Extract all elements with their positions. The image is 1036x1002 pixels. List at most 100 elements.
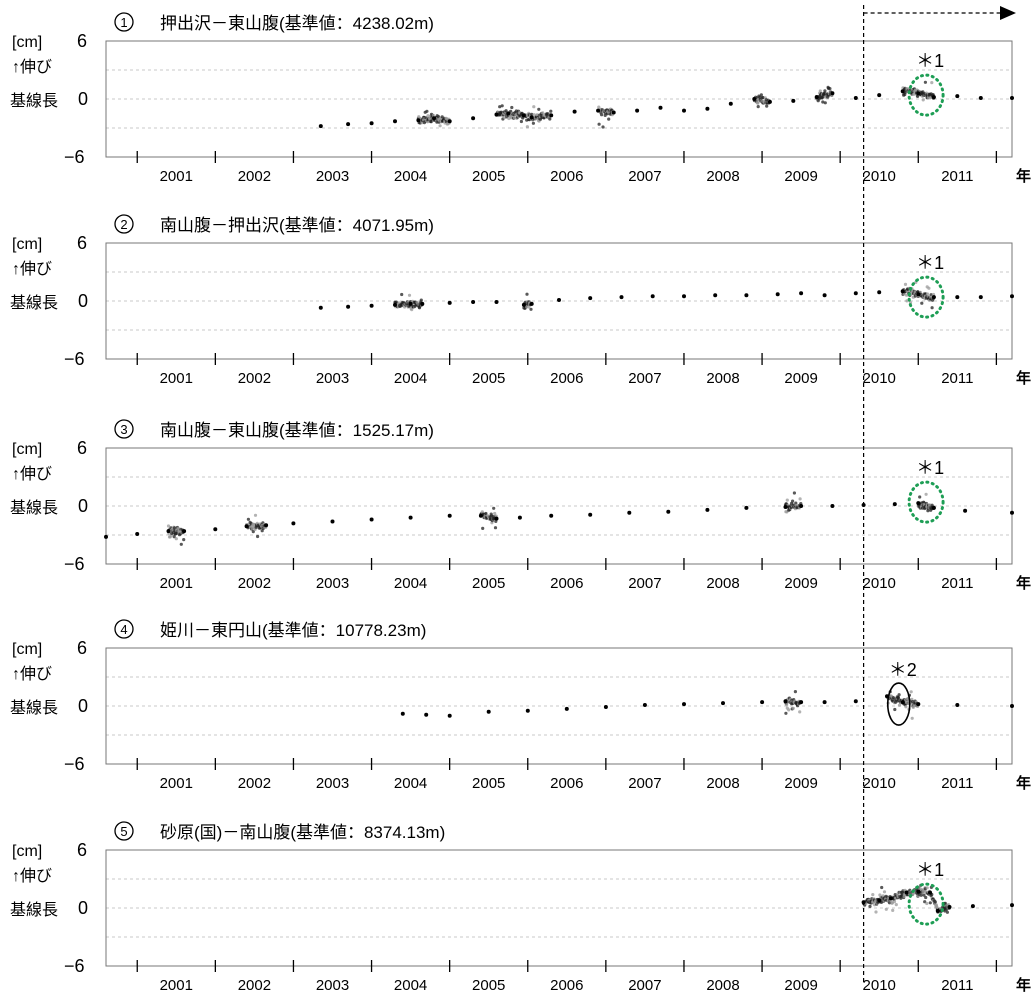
data-point <box>530 112 534 116</box>
x-unit-label: 年 <box>1016 167 1031 185</box>
x-tick-label: 2004 <box>394 977 427 994</box>
data-point <box>955 703 960 707</box>
data-point <box>785 703 789 707</box>
ylabel-baseline: 基線長 <box>10 499 58 517</box>
x-tick-label: 2003 <box>316 575 349 592</box>
data-point <box>393 119 397 124</box>
series-points <box>104 491 1014 546</box>
data-point <box>506 111 511 116</box>
data-point <box>882 890 887 894</box>
data-point <box>500 104 504 108</box>
data-point <box>251 530 255 534</box>
panel-number-circle <box>114 12 134 32</box>
x-tick-label: 2005 <box>472 977 505 994</box>
data-point <box>494 112 499 117</box>
x-tick-label: 2011 <box>941 977 973 994</box>
annotation-label: ＊1 <box>916 860 944 880</box>
data-point <box>346 304 351 309</box>
data-point <box>244 524 249 529</box>
data-point <box>756 101 760 105</box>
data-point <box>484 511 488 516</box>
data-point <box>611 110 616 115</box>
panel-title: 押出沢－東山腹(基準値：4238.02m) <box>160 14 434 33</box>
data-point <box>799 700 804 705</box>
panel-number-circle <box>114 619 134 639</box>
data-point <box>1010 510 1014 515</box>
data-point <box>905 299 909 303</box>
data-point <box>947 905 952 909</box>
data-point <box>494 519 498 524</box>
data-point <box>407 293 412 297</box>
data-point <box>424 116 428 120</box>
data-point <box>432 116 436 121</box>
y-tick-label: 6 <box>77 638 87 658</box>
x-tick-label: 2008 <box>706 370 739 387</box>
data-point <box>767 99 772 104</box>
plot-frame <box>105 447 1013 565</box>
data-point <box>478 513 483 518</box>
data-point <box>933 900 937 904</box>
data-point <box>765 104 769 108</box>
data-point <box>525 125 530 129</box>
x-tick-label: 2009 <box>784 575 817 592</box>
data-point <box>892 900 897 904</box>
data-point <box>894 903 898 907</box>
annotation-label: ＊1 <box>916 458 944 478</box>
data-point <box>481 526 485 531</box>
data-point <box>822 700 827 705</box>
data-point <box>892 502 897 507</box>
data-point <box>521 302 526 307</box>
data-point <box>814 95 819 100</box>
data-point <box>635 108 640 113</box>
panel-number-circle <box>114 214 134 234</box>
data-point <box>510 105 514 110</box>
data-point <box>517 515 522 520</box>
panel-title: 砂原(国)－南山腹(基準値：8374.13m) <box>160 823 445 842</box>
data-point <box>447 300 452 305</box>
ylabel-baseline: 基線長 <box>10 294 58 312</box>
data-point <box>721 701 725 706</box>
data-point <box>426 114 430 118</box>
data-point <box>884 907 888 911</box>
annotation-ellipse <box>907 882 945 926</box>
ylabel-extension: ↑伸び <box>12 665 52 683</box>
data-point <box>471 300 476 304</box>
x-tick-label: 2005 <box>472 370 505 387</box>
data-point <box>744 293 749 298</box>
data-point <box>494 516 499 521</box>
annotation-ellipse <box>907 73 945 117</box>
data-point <box>666 509 671 514</box>
data-point <box>525 292 529 296</box>
data-point <box>877 898 882 903</box>
data-point <box>931 95 936 100</box>
data-point <box>924 492 928 496</box>
annotation-label: ＊1 <box>916 253 944 273</box>
x-tick-label: 2005 <box>472 775 505 792</box>
data-point <box>930 306 934 310</box>
data-point <box>929 293 933 297</box>
data-point <box>549 513 554 518</box>
data-point <box>135 532 140 536</box>
data-point <box>537 107 541 111</box>
data-point <box>752 97 757 101</box>
data-point <box>600 113 604 117</box>
data-point <box>783 505 788 509</box>
x-tick-label: 2010 <box>863 575 896 592</box>
data-point <box>601 125 605 129</box>
data-point <box>557 298 561 302</box>
annotation-ellipse <box>907 275 945 319</box>
data-point <box>888 896 893 901</box>
ylabel-extension: ↑伸び <box>12 465 52 483</box>
panel-number-digit: 1 <box>120 15 127 30</box>
data-point <box>928 890 932 895</box>
x-unit-label: 年 <box>1016 574 1031 592</box>
data-point <box>896 695 901 700</box>
chart-panel-4: ④4姫川－東円山(基準値：10778.23m)[cm]↑伸び基線長60−6200… <box>10 619 1031 792</box>
data-point <box>853 96 858 100</box>
data-point <box>900 289 905 294</box>
data-point <box>798 497 802 501</box>
data-point <box>532 113 536 117</box>
data-point <box>175 531 179 535</box>
data-point <box>756 105 760 109</box>
panel-number-circle <box>114 419 134 439</box>
